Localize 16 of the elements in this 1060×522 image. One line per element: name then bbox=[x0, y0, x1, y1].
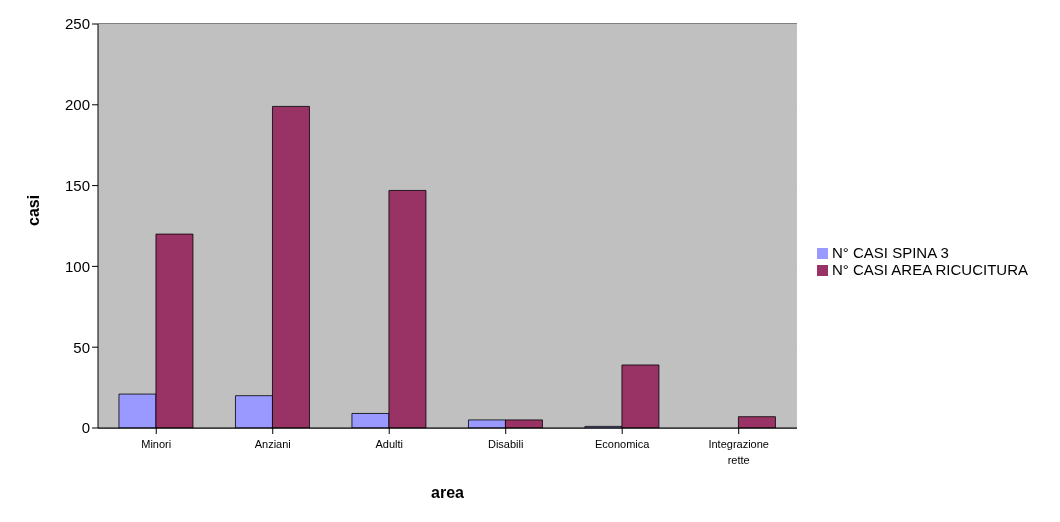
x-axis-title: area bbox=[431, 484, 465, 501]
y-tick-label: 50 bbox=[73, 338, 90, 356]
x-tick-label: Minori bbox=[141, 438, 172, 450]
x-tick-label: Economica bbox=[595, 438, 651, 450]
y-tick-label: 0 bbox=[81, 419, 90, 437]
y-tick-label: 200 bbox=[64, 96, 90, 114]
x-tick-label: Disabili bbox=[487, 438, 524, 450]
y-tick-label: 150 bbox=[64, 176, 90, 194]
legend-label: N° CASI AREA RICUCITURA bbox=[831, 260, 1028, 278]
y-axis-title: casi bbox=[24, 194, 42, 226]
x-tick-label: Adulti bbox=[375, 438, 403, 450]
x-tick-label: Integrazione rette bbox=[708, 438, 769, 466]
legend-label: N° CASI SPINA 3 bbox=[831, 243, 949, 261]
y-tick-label: 250 bbox=[64, 15, 90, 33]
y-tick-label: 100 bbox=[64, 257, 90, 275]
x-tick-label: Anziani bbox=[254, 438, 291, 450]
